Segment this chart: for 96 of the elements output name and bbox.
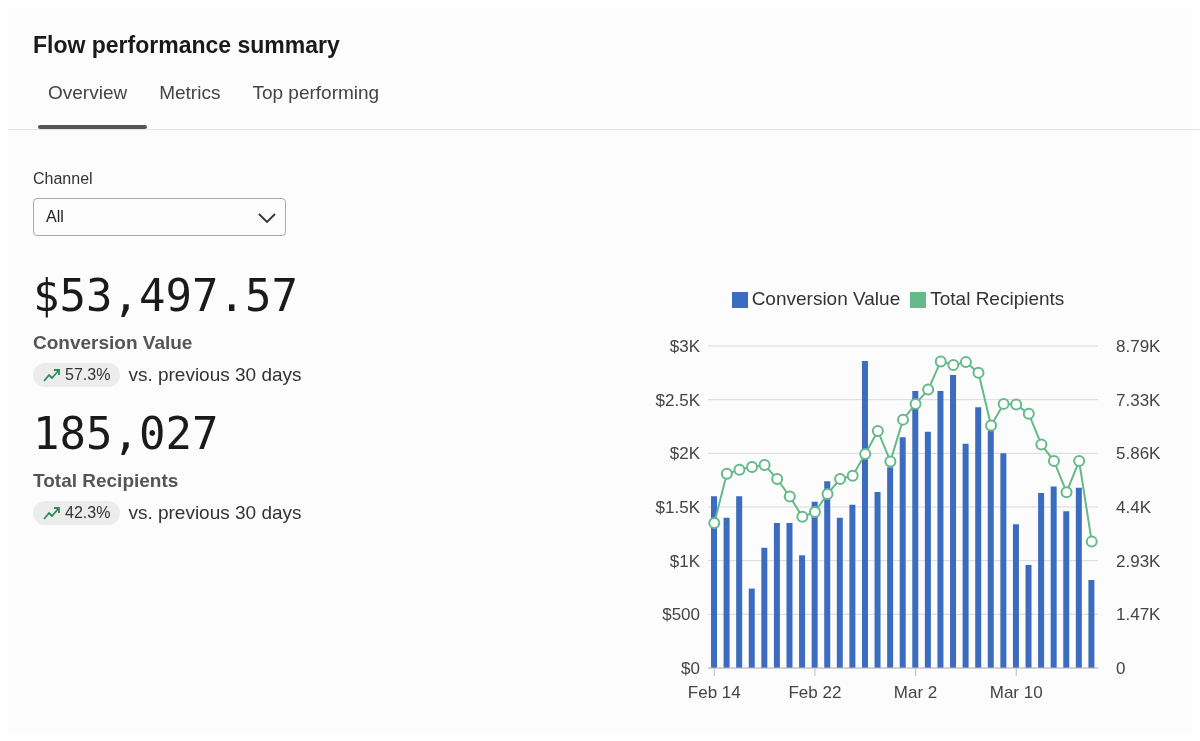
- text: Conversion Value: [33, 332, 193, 354]
- bar: [711, 496, 717, 668]
- legend-label: Total Recipients: [930, 288, 1065, 309]
- bar: [849, 504, 856, 668]
- text: vs. previous 30 days: [128, 364, 302, 386]
- bar: [912, 391, 919, 668]
- bar: [1025, 564, 1032, 668]
- point: [846, 469, 859, 482]
- bar: [950, 374, 957, 668]
- bar: [1075, 487, 1082, 668]
- text: Metrics: [159, 82, 221, 104]
- point: [859, 448, 872, 461]
- legend-label: Conversion Value: [751, 288, 901, 309]
- point: [897, 413, 909, 426]
- point: [796, 510, 809, 523]
- point: [1085, 535, 1098, 548]
- text: Flow performance summary: [33, 32, 340, 59]
- point: [997, 397, 1010, 410]
- text: Channel: [33, 170, 93, 188]
- bar: [1063, 511, 1070, 668]
- y2-tick-label: 8.79K: [1116, 337, 1162, 356]
- bar: [1012, 524, 1019, 668]
- point: [985, 419, 998, 432]
- y2-tick-label: 1.47K: [1116, 605, 1162, 625]
- bar: [811, 501, 818, 668]
- y2-tick-label: 7.33K: [1116, 390, 1162, 410]
- y-tick-label: $0: [681, 659, 700, 679]
- bar: [736, 496, 743, 668]
- point: [959, 356, 972, 369]
- point: [1010, 398, 1023, 411]
- point: [884, 455, 897, 468]
- text: 185,027: [33, 408, 219, 459]
- bar: [799, 555, 806, 668]
- point: [1073, 455, 1086, 468]
- y2-tick-label: 4.4K: [1116, 498, 1152, 517]
- text: $53,497.57: [33, 270, 298, 321]
- point: [1060, 486, 1073, 499]
- bar: [975, 407, 982, 668]
- point: [771, 472, 784, 485]
- text: Total Recipients: [33, 470, 179, 492]
- bar: [874, 491, 881, 668]
- y-tick-label: $2.5K: [655, 390, 701, 410]
- x-tick-label: Feb 22: [788, 683, 842, 702]
- point: [871, 424, 884, 437]
- x-tick-label: Feb 14: [687, 683, 741, 702]
- y2-tick-label: 5.86K: [1116, 444, 1162, 464]
- point: [922, 383, 935, 396]
- bar: [861, 361, 868, 668]
- bar: [962, 443, 969, 668]
- bar: [937, 391, 944, 668]
- y-tick-label: $1K: [669, 551, 701, 571]
- bar: [786, 523, 793, 668]
- bar: [987, 430, 994, 668]
- x-tick-label: Mar 10: [989, 683, 1043, 702]
- y2-tick-label: 0: [1116, 659, 1126, 678]
- bar: [899, 437, 906, 668]
- y-tick-label: $2K: [669, 444, 701, 464]
- bar: [1088, 579, 1095, 668]
- point: [783, 490, 796, 503]
- point: [733, 463, 746, 476]
- point: [972, 366, 985, 379]
- point: [1047, 455, 1060, 468]
- text: Overview: [48, 82, 128, 104]
- bar: [773, 523, 780, 668]
- bar: [723, 517, 730, 668]
- bar: [748, 588, 755, 668]
- bar: [824, 481, 831, 668]
- text: Top performing: [252, 82, 380, 104]
- bar: [836, 517, 843, 668]
- text: 57.3%: [65, 366, 111, 384]
- point: [934, 355, 947, 368]
- point: [1035, 438, 1048, 451]
- y2-tick-label: 2.93K: [1116, 551, 1162, 571]
- point: [909, 397, 922, 410]
- text: vs. previous 30 days: [128, 502, 302, 524]
- text: All: [46, 208, 64, 226]
- bar: [924, 431, 931, 668]
- y-tick-label: $3K: [669, 337, 701, 357]
- bar: [761, 547, 768, 668]
- y-tick-label: $1.5K: [655, 498, 701, 518]
- point: [708, 516, 721, 529]
- text: 42.3%: [65, 504, 111, 522]
- y-tick-label: $500: [662, 605, 700, 625]
- bar: [1000, 453, 1007, 668]
- point: [720, 467, 733, 480]
- x-tick-label: Mar 2: [893, 683, 938, 702]
- bar: [887, 467, 894, 668]
- point: [947, 359, 960, 372]
- bar: [1038, 493, 1045, 668]
- bar: [1050, 486, 1057, 668]
- point: [746, 460, 759, 473]
- point: [1022, 407, 1035, 420]
- point: [758, 459, 771, 472]
- point: [821, 488, 834, 500]
- point: [834, 472, 847, 485]
- point: [808, 505, 821, 518]
